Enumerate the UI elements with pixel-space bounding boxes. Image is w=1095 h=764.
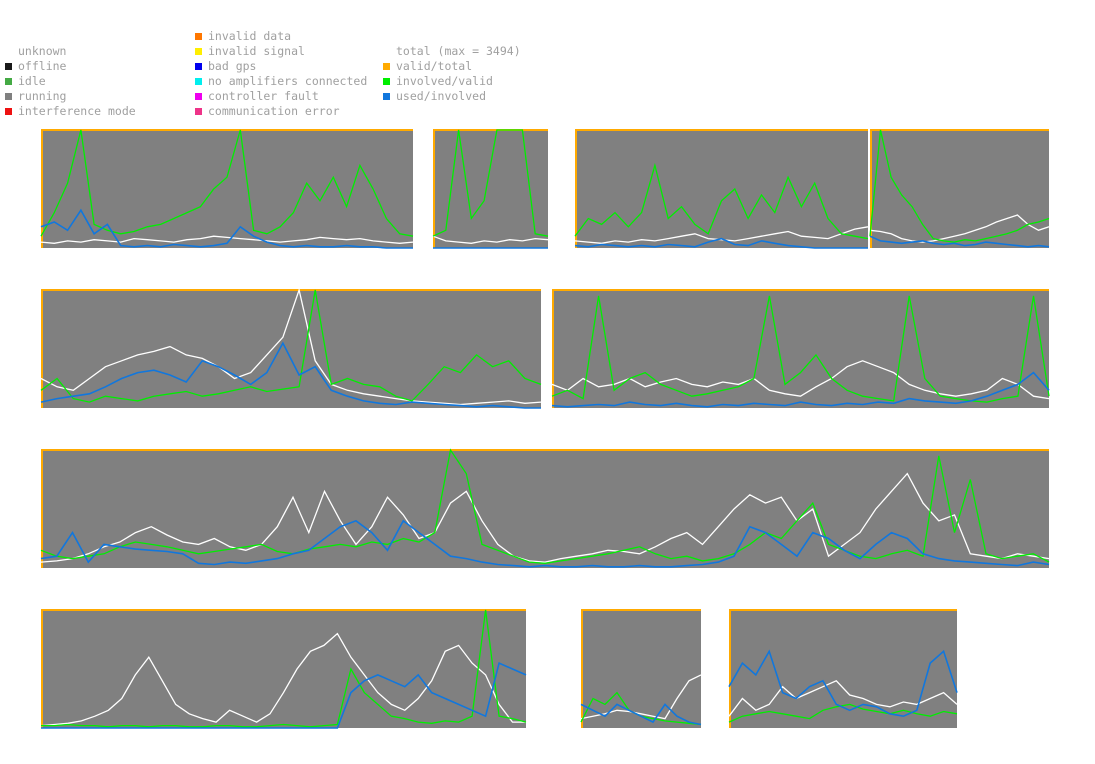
total-series-line xyxy=(869,214,1050,243)
legend-label: total (max = 3494) xyxy=(396,44,521,58)
involved-valid-series-line xyxy=(551,295,1050,403)
used-involved-series-line xyxy=(41,661,527,729)
legend-label: invalid data xyxy=(208,29,292,43)
legend: unknown offline idle running interferenc… xyxy=(0,0,1095,125)
legend-label: offline xyxy=(18,59,67,73)
legend-swatch-icon xyxy=(5,93,12,100)
involved-valid-series-line xyxy=(869,129,1050,243)
legend-unknown: unknown xyxy=(5,44,66,59)
legend-label: involved/valid xyxy=(396,74,493,88)
used-involved-series-line xyxy=(574,237,868,249)
running-band xyxy=(41,290,541,408)
legend-swatch-icon xyxy=(195,63,202,70)
legend-label: bad gps xyxy=(208,59,257,73)
legend-swatch-icon xyxy=(383,63,390,70)
legend-controller-fault: controller fault xyxy=(195,89,319,104)
running-band xyxy=(41,450,1049,568)
legend-bad-gps: bad gps xyxy=(195,59,256,74)
involved-valid-series-line xyxy=(40,448,1050,564)
total-series-line xyxy=(432,235,549,244)
running-band xyxy=(433,130,548,248)
legend-swatch-icon xyxy=(195,108,202,115)
total-series-line xyxy=(40,287,542,406)
running-band xyxy=(729,610,957,728)
legend-swatch-icon xyxy=(195,33,202,40)
legend-label: used/involved xyxy=(396,89,487,103)
legend-label: running xyxy=(18,89,67,103)
involved-valid-series-line xyxy=(41,609,527,728)
used-involved-series-line xyxy=(551,371,1050,408)
used-involved-series-line xyxy=(40,519,1050,568)
running-band xyxy=(581,610,701,728)
used-involved-series-line xyxy=(728,649,958,718)
involved-valid-series-line xyxy=(574,162,869,240)
involved-valid-series-line xyxy=(40,289,542,403)
legend-idle: idle xyxy=(5,74,46,89)
legend-label: unknown xyxy=(18,44,67,58)
total-series-line xyxy=(40,235,414,244)
running-band xyxy=(41,610,526,728)
legend-swatch-icon xyxy=(195,93,202,100)
used-involved-series-line xyxy=(40,208,413,249)
running-band xyxy=(41,130,413,248)
legend-swatch-icon xyxy=(383,78,390,85)
legend-label: invalid signal xyxy=(208,44,305,58)
legend-label: controller fault xyxy=(208,89,319,103)
involved-valid-series-line xyxy=(432,129,549,237)
total-series-line xyxy=(40,472,1050,563)
legend-communication-error: communication error xyxy=(195,104,340,119)
legend-label: no amplifiers connected xyxy=(208,74,368,88)
legend-valid-total: valid/total xyxy=(383,59,472,74)
involved-valid-series-line xyxy=(728,703,958,723)
legend-swatch-icon xyxy=(5,78,12,85)
legend-invalid-data: invalid data xyxy=(195,29,291,44)
legend-swatch-icon xyxy=(383,93,390,100)
total-series-line xyxy=(551,360,1050,400)
legend-no-amplifiers: no amplifiers connected xyxy=(195,74,367,89)
used-involved-series-line xyxy=(869,235,1050,248)
legend-used-involved: used/involved xyxy=(383,89,486,104)
running-band xyxy=(575,130,868,248)
running-band xyxy=(870,130,1049,248)
legend-label: idle xyxy=(18,74,46,88)
legend-label: valid/total xyxy=(396,59,473,73)
legend-label: interference mode xyxy=(18,104,136,118)
running-band xyxy=(552,290,1049,408)
legend-swatch-icon xyxy=(5,63,12,70)
total-series-line xyxy=(574,226,869,244)
legend-involved-valid: involved/valid xyxy=(383,74,493,89)
legend-total: total (max = 3494) xyxy=(383,44,521,59)
legend-offline: offline xyxy=(5,59,66,74)
legend-label: communication error xyxy=(208,104,340,118)
legend-running: running xyxy=(5,89,66,104)
used-involved-series-line xyxy=(580,703,702,726)
legend-swatch-icon xyxy=(5,108,12,115)
legend-swatch-icon xyxy=(195,48,202,55)
legend-interference-mode: interference mode xyxy=(5,104,136,119)
legend-swatch-icon xyxy=(195,78,202,85)
used-involved-series-line xyxy=(40,341,541,409)
total-series-line xyxy=(40,632,526,727)
legend-invalid-signal: invalid signal xyxy=(195,44,305,59)
